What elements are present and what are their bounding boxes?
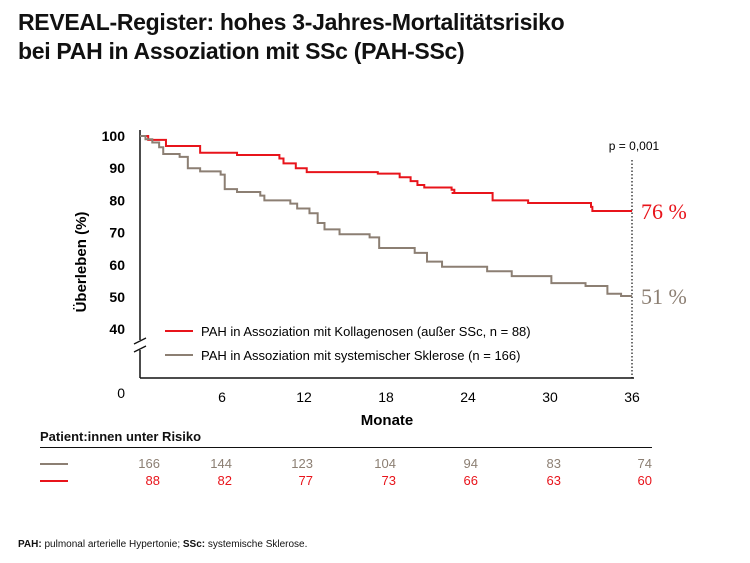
- survival-curve-ssc: [140, 135, 632, 298]
- p-value-annotation: p = 0,001: [609, 139, 660, 153]
- risk-count: 144: [210, 456, 232, 471]
- title-line-2: bei PAH in Assoziation mit SSc (PAH-SSc): [18, 38, 465, 64]
- x-tick-label: 36: [624, 389, 640, 405]
- survival-curve-kollagenosen: [140, 135, 632, 213]
- y-tick-label: 40: [109, 321, 125, 337]
- y-tick-label: 80: [109, 192, 125, 208]
- x-axis-label: Monate: [361, 412, 414, 429]
- y-tick-label-zero: 0: [117, 385, 125, 401]
- risk-count: 83: [546, 456, 561, 471]
- footnote: PAH: pulmonal arterielle Hypertonie; SSc…: [18, 539, 307, 550]
- legend-label: PAH in Assoziation mit systemischer Skle…: [201, 348, 520, 363]
- footnote-text: systemische Sklerose.: [205, 539, 308, 550]
- axis-break-icon: [133, 337, 147, 353]
- y-tick-label: 90: [109, 160, 125, 176]
- y-axis-label: Überleben (%): [73, 212, 90, 313]
- risk-count: 88: [145, 473, 160, 488]
- risk-count: 63: [546, 473, 561, 488]
- x-tick-label: 18: [378, 389, 394, 405]
- title-line-1: REVEAL-Register: hohes 3-Jahres-Mortalit…: [18, 9, 565, 35]
- risk-row-swatch: [40, 463, 68, 465]
- end-survival-label: 51 %: [641, 284, 687, 309]
- y-tick-label: 100: [102, 128, 126, 144]
- footnote-text: pulmonal arterielle Hypertonie;: [41, 539, 183, 550]
- x-tick-label: 30: [542, 389, 558, 405]
- x-tick-label: 12: [296, 389, 312, 405]
- footnote-abbr: SSc:: [182, 539, 206, 550]
- risk-row-swatch: [40, 480, 68, 482]
- y-tick-label: 60: [109, 257, 125, 273]
- legend-label: PAH in Assoziation mit Kollagenosen (auß…: [201, 324, 531, 339]
- x-tick-label: 6: [218, 389, 226, 405]
- risk-count: 123: [291, 456, 313, 471]
- risk-count: 94: [463, 456, 478, 471]
- end-survival-label: 76 %: [641, 199, 687, 224]
- y-tick-label: 70: [109, 225, 125, 241]
- x-tick-label: 24: [460, 389, 476, 405]
- risk-count: 104: [374, 456, 396, 471]
- risk-count: 74: [637, 456, 652, 471]
- risk-count: 66: [463, 473, 478, 488]
- risk-count: 77: [298, 473, 313, 488]
- risk-count: 73: [381, 473, 396, 488]
- risk-table-header: Patient:innen unter Risiko: [40, 429, 202, 444]
- risk-count: 82: [217, 473, 232, 488]
- y-tick-label: 50: [109, 289, 125, 305]
- chart-title: REVEAL-Register: hohes 3-Jahres-Mortalit…: [18, 8, 565, 66]
- footnote-abbr: PAH:: [18, 539, 42, 550]
- risk-count: 60: [637, 473, 652, 488]
- risk-count: 166: [138, 456, 160, 471]
- risk-table-divider: [40, 447, 652, 448]
